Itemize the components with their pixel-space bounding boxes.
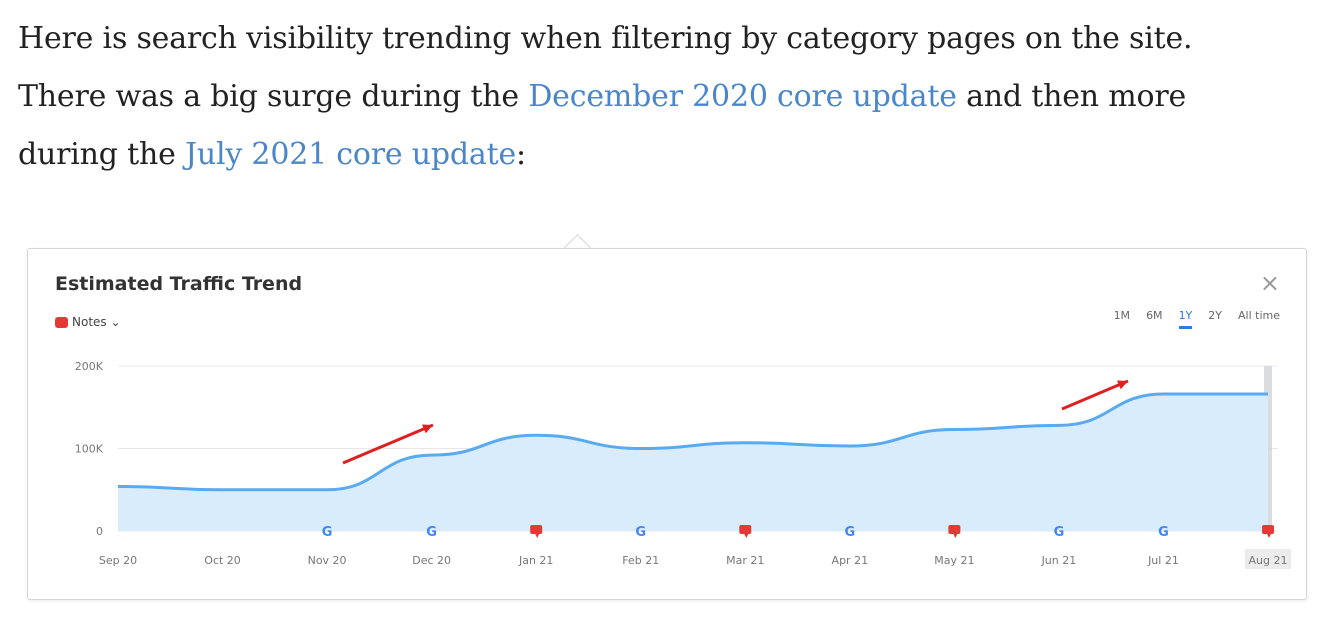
close-icon[interactable]: × <box>1259 269 1280 297</box>
range-selector: 1M 6M 1Y 2Y All time <box>1114 309 1280 329</box>
article-line-1: Here is search visibility trending when … <box>18 21 1193 56</box>
google-update-icon: G <box>1158 525 1169 540</box>
google-update-icon: G <box>322 525 333 540</box>
annotation-arrow-shaft <box>1061 379 1129 411</box>
article-line-3-suffix: : <box>516 137 526 172</box>
article-paragraph: Here is search visibility trending when … <box>18 10 1318 184</box>
article-line-2-prefix: There was a big surge during the <box>18 79 529 114</box>
note-bubble-icon <box>55 316 68 328</box>
google-update-icon: G <box>635 525 646 540</box>
x-tick-label: Nov 20 <box>308 554 347 567</box>
x-tick-label: Apr 21 <box>832 554 869 567</box>
x-tick-label: Jun 21 <box>1041 554 1077 567</box>
x-tick-label: Jan 21 <box>518 554 553 567</box>
google-update-icon: G <box>844 525 855 540</box>
december-2020-core-update-link[interactable]: December 2020 core update <box>528 79 957 114</box>
note-marker-icon <box>530 525 543 534</box>
note-marker-tail <box>535 534 540 538</box>
range-all-time[interactable]: All time <box>1238 309 1280 322</box>
google-update-icon: G <box>426 525 437 540</box>
range-1m[interactable]: 1M <box>1113 309 1131 322</box>
series-line <box>117 392 1268 492</box>
annotation-arrow-head <box>422 424 433 434</box>
notes-label: Notes ⌄ <box>72 315 121 329</box>
y-tick-label: 200K <box>75 360 104 373</box>
note-marker-tail <box>1267 534 1271 538</box>
series-area <box>118 394 1268 531</box>
note-marker-icon <box>948 525 961 534</box>
x-tick-label: Oct 20 <box>204 554 241 567</box>
google-update-icon: G <box>1054 525 1065 540</box>
x-tick-label: May 21 <box>934 554 974 567</box>
traffic-chart: 0 100K 200K Sep 20 Oct 20 Nov 20 Dec 20 Jan 21 F… <box>75 360 1291 569</box>
y-tick-label: 0 <box>96 525 103 538</box>
x-tick-label: Mar 21 <box>726 554 764 567</box>
y-tick-label: 100K <box>75 443 104 456</box>
annotation-arrow-head <box>1117 380 1128 390</box>
traffic-trend-widget: Estimated Traffic Trend × Notes ⌄ 1M 6M … <box>27 248 1307 600</box>
article-line-3-prefix: during the <box>18 137 185 172</box>
notes-dropdown[interactable]: Notes ⌄ <box>55 315 121 329</box>
x-label-highlight <box>1245 549 1291 569</box>
range-1y[interactable]: 1Y <box>1178 309 1193 329</box>
range-6m[interactable]: 6M <box>1146 309 1163 322</box>
x-tick-label: Sep 20 <box>99 554 137 567</box>
x-tick-label: Jul 21 <box>1147 554 1179 567</box>
annotation-arrow-shaft <box>342 423 434 465</box>
note-marker-tail <box>744 534 749 538</box>
note-marker-icon <box>1262 525 1274 534</box>
x-tick-label: Dec 20 <box>412 554 451 567</box>
x-tick-label: Aug 21 <box>1249 554 1288 567</box>
july-2021-core-update-link[interactable]: July 2021 core update <box>185 137 517 172</box>
note-marker-icon <box>739 525 752 534</box>
note-marker-tail <box>953 534 958 538</box>
article-line-2-suffix: and then more <box>956 79 1187 114</box>
range-2y[interactable]: 2Y <box>1208 309 1222 322</box>
widget-title: Estimated Traffic Trend <box>55 273 303 295</box>
x-tick-label: Feb 21 <box>622 554 659 567</box>
